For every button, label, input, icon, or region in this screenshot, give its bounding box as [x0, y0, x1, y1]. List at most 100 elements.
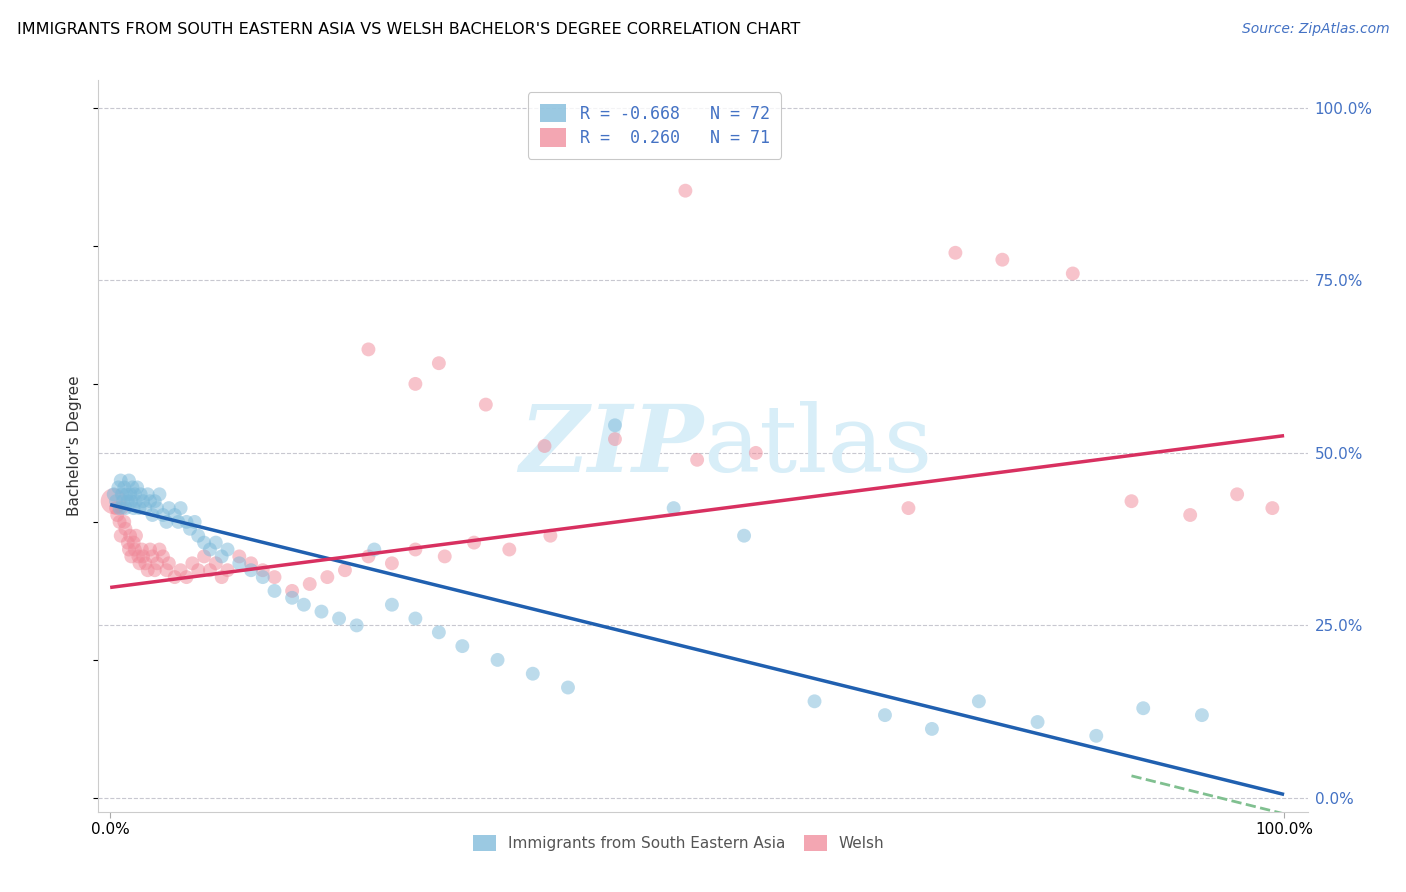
Point — [1180, 508, 1202, 522]
Point — [112, 494, 135, 508]
Point — [176, 515, 198, 529]
Point — [167, 515, 190, 529]
Point — [991, 252, 1014, 267]
Point — [187, 529, 209, 543]
Point — [475, 398, 498, 412]
Point — [118, 542, 141, 557]
Point — [157, 501, 180, 516]
Point — [211, 549, 233, 564]
Point — [673, 184, 696, 198]
Point — [204, 557, 226, 571]
Point — [125, 494, 148, 508]
Point — [603, 418, 626, 433]
Point — [107, 480, 129, 494]
Point — [134, 501, 156, 516]
Point — [1132, 701, 1154, 715]
Point — [193, 549, 215, 564]
Point — [129, 487, 152, 501]
Point — [228, 557, 250, 571]
Point — [252, 563, 274, 577]
Point — [211, 570, 233, 584]
Point — [110, 474, 132, 488]
Point — [141, 549, 163, 564]
Point — [686, 452, 709, 467]
Point — [486, 653, 509, 667]
Point — [169, 563, 191, 577]
Point — [125, 529, 148, 543]
Point — [1121, 494, 1143, 508]
Point — [240, 557, 263, 571]
Point — [263, 570, 285, 584]
Point — [112, 480, 135, 494]
Point — [122, 501, 145, 516]
Point — [522, 666, 544, 681]
Point — [120, 549, 142, 564]
Point — [193, 535, 215, 549]
Point — [179, 522, 201, 536]
Point — [128, 557, 150, 571]
Point — [155, 563, 177, 577]
Point — [108, 501, 131, 516]
Point — [198, 563, 221, 577]
Point — [143, 563, 166, 577]
Point — [311, 605, 333, 619]
Point — [110, 529, 132, 543]
Point — [662, 501, 685, 516]
Point — [112, 515, 135, 529]
Point — [217, 542, 239, 557]
Point — [333, 563, 356, 577]
Point — [105, 508, 128, 522]
Point — [346, 618, 368, 632]
Point — [433, 549, 456, 564]
Point — [114, 522, 136, 536]
Point — [198, 542, 221, 557]
Point — [163, 570, 186, 584]
Point — [169, 501, 191, 516]
Point — [117, 535, 139, 549]
Point — [155, 515, 177, 529]
Point — [105, 501, 128, 516]
Point — [427, 356, 450, 370]
Point — [427, 625, 450, 640]
Point — [404, 542, 426, 557]
Point — [136, 487, 159, 501]
Point — [451, 639, 474, 653]
Point — [181, 557, 204, 571]
Point — [183, 515, 205, 529]
Point — [463, 535, 485, 549]
Point — [328, 611, 350, 625]
Point — [1026, 714, 1049, 729]
Point — [157, 557, 180, 571]
Point — [127, 480, 149, 494]
Point — [103, 487, 125, 501]
Point — [108, 515, 131, 529]
Point — [357, 549, 380, 564]
Point — [120, 529, 142, 543]
Point — [745, 446, 768, 460]
Legend: Immigrants from South Eastern Asia, Welsh: Immigrants from South Eastern Asia, Wels… — [465, 828, 893, 859]
Point — [146, 557, 169, 571]
Text: IMMIGRANTS FROM SOUTH EASTERN ASIA VS WELSH BACHELOR'S DEGREE CORRELATION CHART: IMMIGRANTS FROM SOUTH EASTERN ASIA VS WE… — [17, 22, 800, 37]
Point — [111, 487, 134, 501]
Point — [281, 583, 304, 598]
Point — [381, 598, 404, 612]
Point — [117, 494, 139, 508]
Point — [141, 508, 163, 522]
Point — [120, 487, 142, 501]
Point — [105, 494, 128, 508]
Point — [292, 598, 315, 612]
Point — [124, 487, 146, 501]
Point — [152, 549, 174, 564]
Point — [298, 577, 321, 591]
Point — [139, 494, 162, 508]
Point — [1261, 501, 1284, 516]
Point — [152, 508, 174, 522]
Point — [103, 494, 125, 508]
Point — [163, 508, 186, 522]
Point — [118, 474, 141, 488]
Point — [381, 557, 404, 571]
Text: Source: ZipAtlas.com: Source: ZipAtlas.com — [1241, 22, 1389, 37]
Point — [921, 722, 943, 736]
Point — [357, 343, 380, 357]
Point — [404, 611, 426, 625]
